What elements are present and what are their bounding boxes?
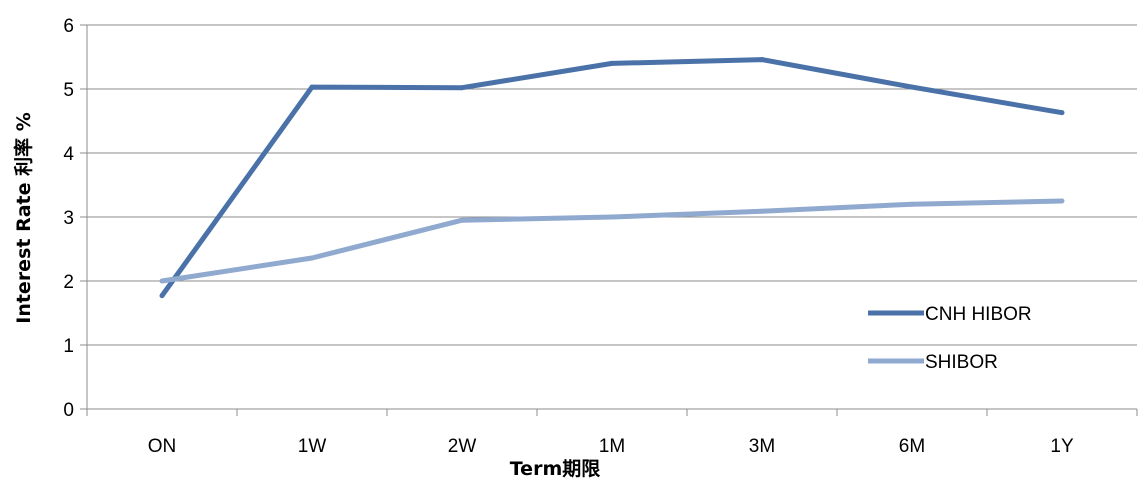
data-point-cnh-hibor-2W [459,85,465,91]
x-axis-title: Term期限 [510,458,601,478]
data-point-cnh-hibor-3M [759,57,765,63]
legend-label-shibor: SHIBOR [925,352,998,373]
y-tick-label-3: 3 [63,208,74,229]
x-tick-label-ON: ON [148,436,177,457]
data-point-shibor-1Y [1059,198,1065,204]
data-point-cnh-hibor-1Y [1059,110,1065,116]
x-tick-label-1M: 1M [599,436,625,457]
data-point-cnh-hibor-1W [309,84,315,90]
data-point-shibor-ON [159,278,165,284]
legend: CNH HIBOR SHIBOR [868,304,1032,373]
x-tick-label-3M: 3M [749,436,775,457]
axes [86,25,1138,416]
x-tick-label-2W: 2W [448,436,477,457]
y-axis-title: Interest Rate 利率 % [12,112,35,324]
x-tick-label-1Y: 1Y [1050,436,1074,457]
data-point-cnh-hibor-1M [609,60,615,66]
data-point-shibor-2W [459,217,465,223]
x-tick-label-6M: 6M [899,436,925,457]
series-line-shibor [161,198,1063,284]
series-lines [159,57,1065,299]
y-tick-label-0: 0 [63,400,74,421]
data-point-shibor-6M [909,201,915,207]
y-tick-labels: 0 1 2 3 4 5 6 [63,16,74,421]
data-point-cnh-hibor-6M [909,84,915,90]
y-tick-label-1: 1 [63,336,74,357]
legend-label-cnh-hibor: CNH HIBOR [925,304,1032,325]
y-tick-label-6: 6 [63,16,74,37]
y-tick-label-5: 5 [63,80,74,101]
data-point-cnh-hibor-ON [159,293,165,299]
x-tick-labels: ON 1W 2W 1M 3M 6M 1Y [148,436,1074,457]
data-point-shibor-1W [309,255,315,261]
data-point-shibor-3M [759,208,765,214]
data-point-shibor-1M [609,214,615,220]
y-tick-label-2: 2 [63,272,74,293]
y-tick-label-4: 4 [63,144,74,165]
x-tick-label-1W: 1W [298,436,327,457]
